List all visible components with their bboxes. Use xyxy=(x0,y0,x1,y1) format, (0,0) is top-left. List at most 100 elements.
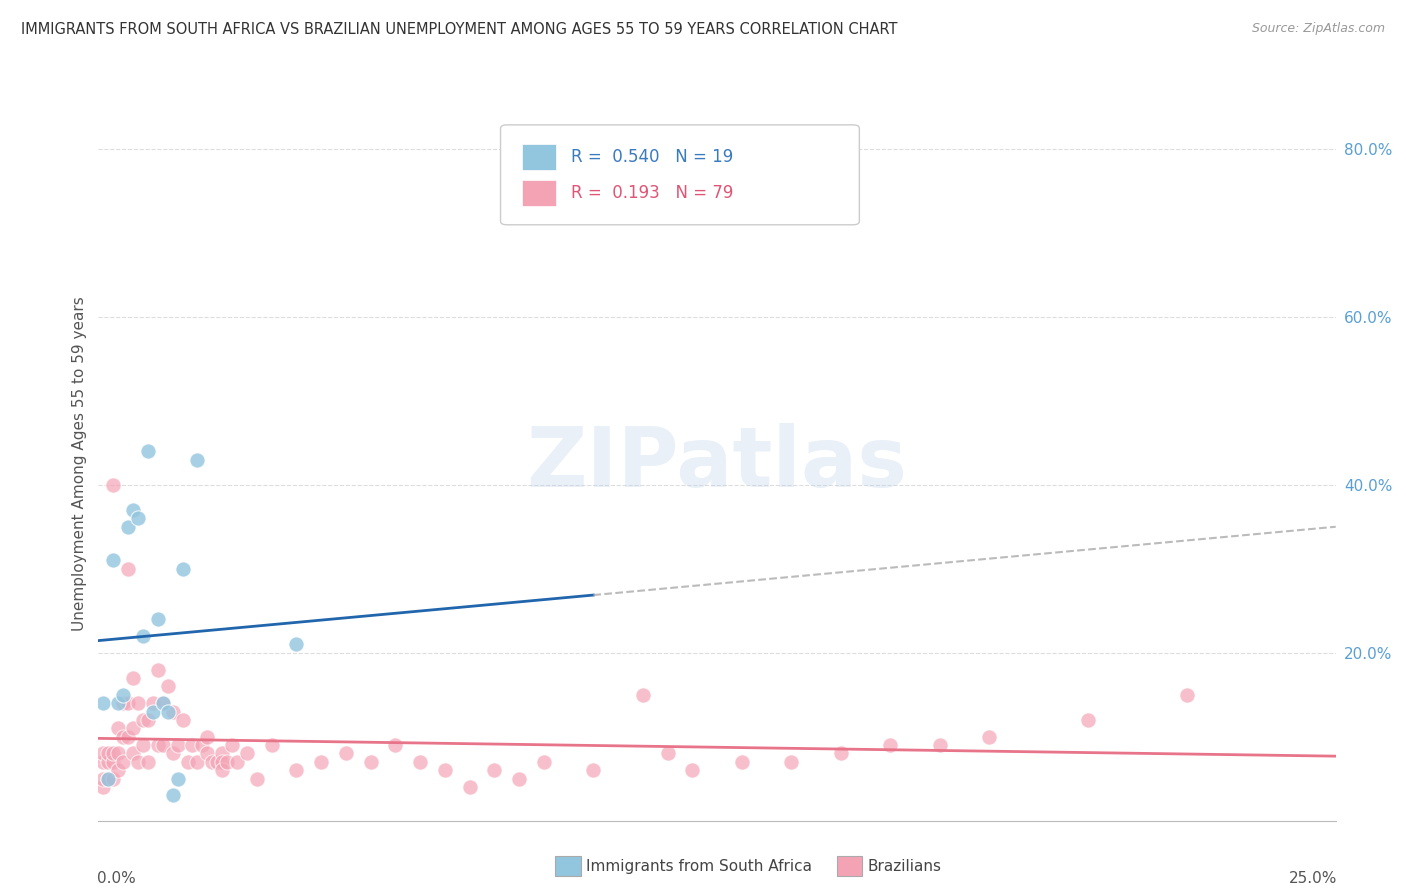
Point xyxy=(107,747,129,761)
Point xyxy=(979,730,1001,744)
Point xyxy=(122,503,145,517)
Point xyxy=(156,679,179,693)
Point xyxy=(176,755,198,769)
Point xyxy=(166,772,188,786)
Point xyxy=(97,772,120,786)
Point xyxy=(107,696,129,710)
Point xyxy=(508,772,530,786)
Point xyxy=(731,755,754,769)
Point xyxy=(127,696,149,710)
Point xyxy=(93,772,115,786)
Point xyxy=(162,789,184,803)
Point xyxy=(156,705,179,719)
Point xyxy=(122,671,145,685)
Point xyxy=(186,452,208,467)
Point xyxy=(93,755,115,769)
Point xyxy=(830,747,852,761)
Point xyxy=(117,562,139,576)
Point xyxy=(246,772,269,786)
Y-axis label: Unemployment Among Ages 55 to 59 years: Unemployment Among Ages 55 to 59 years xyxy=(72,296,87,632)
Point xyxy=(217,755,239,769)
Point xyxy=(285,764,308,778)
Point xyxy=(780,755,803,769)
Point xyxy=(309,755,332,769)
Point xyxy=(186,755,208,769)
Point xyxy=(146,612,169,626)
Point xyxy=(136,755,159,769)
Point xyxy=(142,705,165,719)
Text: R =  0.193   N = 79: R = 0.193 N = 79 xyxy=(571,184,734,202)
Point xyxy=(384,738,406,752)
Text: 25.0%: 25.0% xyxy=(1288,871,1337,886)
Point xyxy=(93,747,115,761)
Point xyxy=(152,738,174,752)
Point xyxy=(195,730,218,744)
Point xyxy=(122,721,145,735)
Point xyxy=(195,747,218,761)
Point xyxy=(112,730,135,744)
Point xyxy=(93,780,115,794)
Point xyxy=(181,738,204,752)
Point xyxy=(162,705,184,719)
Point xyxy=(221,738,243,752)
Point xyxy=(1175,688,1198,702)
Point xyxy=(533,755,555,769)
Point xyxy=(103,772,125,786)
Point xyxy=(201,755,224,769)
FancyBboxPatch shape xyxy=(522,180,557,205)
Point xyxy=(360,755,382,769)
Point xyxy=(117,730,139,744)
FancyBboxPatch shape xyxy=(501,125,859,225)
Point xyxy=(97,772,120,786)
Point xyxy=(582,764,605,778)
Point xyxy=(127,511,149,525)
Point xyxy=(103,747,125,761)
Point xyxy=(152,696,174,710)
Point xyxy=(162,747,184,761)
Point xyxy=(484,764,506,778)
Point xyxy=(97,755,120,769)
Text: 0.0%: 0.0% xyxy=(97,871,136,886)
Point xyxy=(681,764,703,778)
Point xyxy=(136,444,159,458)
Point xyxy=(409,755,432,769)
Point xyxy=(172,562,194,576)
Point xyxy=(112,755,135,769)
Point xyxy=(260,738,283,752)
Point xyxy=(211,764,233,778)
Text: Brazilians: Brazilians xyxy=(868,859,942,873)
Point xyxy=(93,696,115,710)
Point xyxy=(191,738,214,752)
Point xyxy=(236,747,259,761)
Point xyxy=(97,747,120,761)
Point xyxy=(127,755,149,769)
Point xyxy=(103,553,125,567)
Point xyxy=(211,755,233,769)
Point xyxy=(103,478,125,492)
Point xyxy=(928,738,950,752)
Text: Immigrants from South Africa: Immigrants from South Africa xyxy=(586,859,813,873)
Point xyxy=(433,764,456,778)
Point xyxy=(107,764,129,778)
Point xyxy=(117,520,139,534)
Point xyxy=(211,747,233,761)
Point xyxy=(205,755,228,769)
Point xyxy=(132,713,155,727)
FancyBboxPatch shape xyxy=(522,145,557,169)
Point xyxy=(172,713,194,727)
Point xyxy=(657,747,679,761)
Text: Source: ZipAtlas.com: Source: ZipAtlas.com xyxy=(1251,22,1385,36)
Point xyxy=(166,738,188,752)
Point xyxy=(226,755,249,769)
Point xyxy=(103,755,125,769)
Text: R =  0.540   N = 19: R = 0.540 N = 19 xyxy=(571,148,734,166)
Point xyxy=(1077,713,1099,727)
Point xyxy=(631,688,654,702)
Point xyxy=(117,696,139,710)
Point xyxy=(112,696,135,710)
Text: IMMIGRANTS FROM SOUTH AFRICA VS BRAZILIAN UNEMPLOYMENT AMONG AGES 55 TO 59 YEARS: IMMIGRANTS FROM SOUTH AFRICA VS BRAZILIA… xyxy=(21,22,897,37)
Point xyxy=(146,738,169,752)
Point xyxy=(107,721,129,735)
Point xyxy=(152,696,174,710)
Point xyxy=(142,696,165,710)
